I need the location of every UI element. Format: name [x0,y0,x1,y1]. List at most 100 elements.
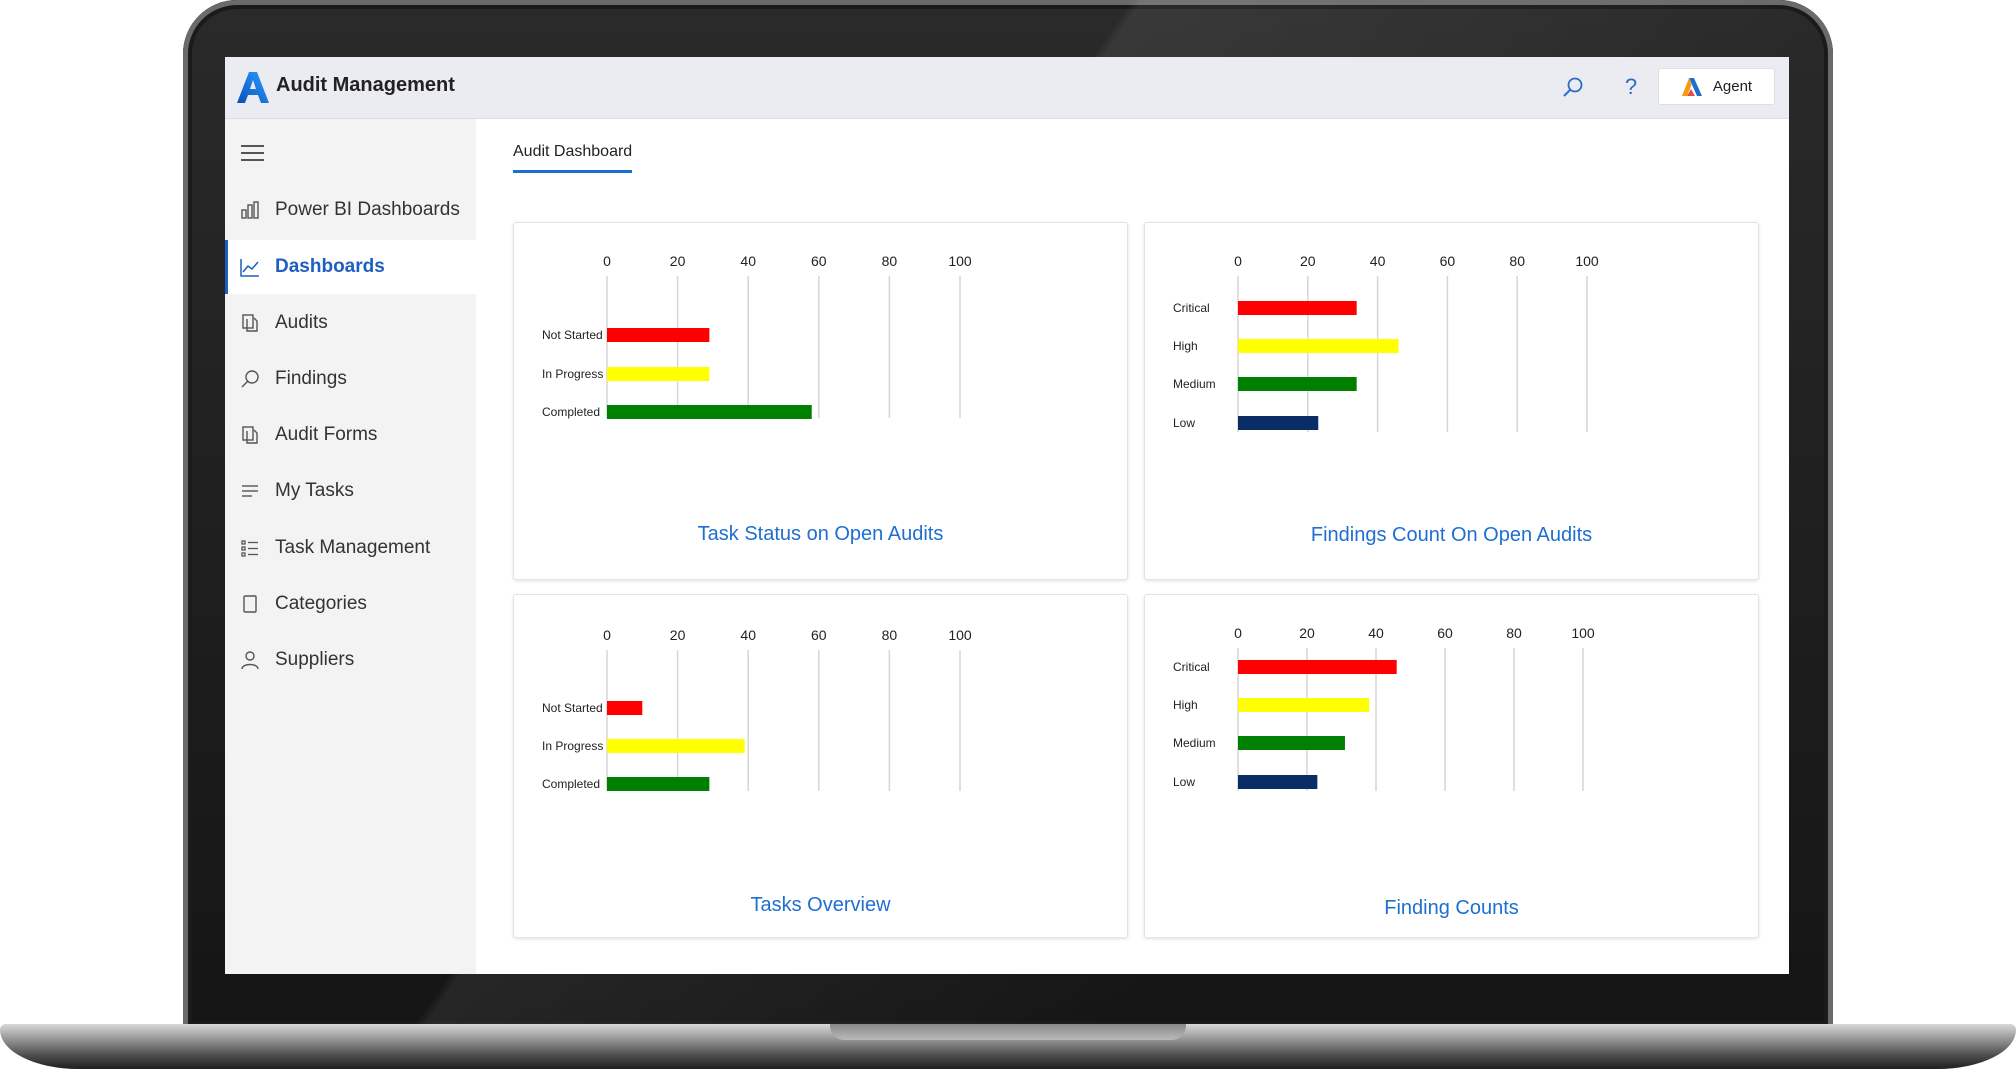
chart-title: Finding Counts [1384,897,1519,919]
sidebar-item-label: Findings [275,368,347,389]
chart-tasks-overview-svg: 0 20 40 60 80 100 Not Started In Progress Comple… [542,627,972,791]
tick-label: 100 [948,253,972,269]
bar[interactable] [607,328,710,342]
bar[interactable] [1238,377,1357,391]
category-label: Completed [542,405,600,419]
tick-label: 20 [670,253,686,269]
tick-label: 20 [670,627,686,643]
tab-audit-dashboard[interactable]: Audit Dashboard [513,143,633,173]
app-logo-icon [237,72,269,103]
sidebar-item-label: Audits [275,312,328,333]
tick-label: 60 [1437,625,1453,641]
hamburger-menu-icon[interactable] [241,145,264,161]
bar[interactable] [1238,301,1357,315]
tick-label: 80 [1509,253,1525,269]
tick-label: 60 [1440,253,1456,269]
sidebar-item-task-management[interactable]: Task Management [225,521,476,575]
bar-chart-icon [239,199,261,221]
page-icon [239,593,261,615]
agent-label: Agent [1712,78,1753,95]
sidebar-item-suppliers[interactable]: Suppliers [225,633,476,687]
tick-label: 60 [811,627,827,643]
documents-icon [239,312,261,334]
agent-logo-icon [1681,77,1702,96]
tick-label: 80 [1506,625,1522,641]
bar[interactable] [607,367,710,381]
lines-icon [239,480,261,502]
bar[interactable] [1238,416,1319,430]
category-label: Medium [1173,377,1216,391]
category-label: Completed [542,777,600,791]
chart-task-status-svg: 0 20 40 60 80 100 Not Started In Progress Comple… [542,253,972,419]
help-icon[interactable]: ? [1618,74,1644,100]
sidebar-item-dashboards[interactable]: Dashboards [225,240,476,294]
app-screen: Audit Management ? Agent Power BI Dashbo… [225,57,1789,974]
help-glyph: ? [1624,74,1638,99]
tick-label: 0 [1234,253,1242,269]
tick-label: 40 [1368,625,1384,641]
search-icon[interactable] [1560,74,1586,100]
tick-label: 40 [740,627,756,643]
chart-title: Findings Count On Open Audits [1310,524,1593,546]
bar[interactable] [607,777,710,791]
bar[interactable] [1238,660,1397,674]
sidebar-item-label: Power BI Dashboards [275,199,460,220]
sidebar-item-label: Audit Forms [275,424,378,445]
line-chart-icon [239,256,261,278]
bar[interactable] [1238,775,1318,789]
sidebar-item-findings[interactable]: Findings [225,352,476,406]
bar[interactable] [607,405,812,419]
tick-label: 100 [948,627,972,643]
person-icon [239,649,261,671]
main-content: Audit Dashboard 0 20 40 60 80 100 Not Started I… [477,119,1789,974]
chart-card-task-status: 0 20 40 60 80 100 Not Started In Progress Comple… [513,222,1128,580]
chart-card-findings-count: 0 20 40 60 80 100 Critical High Medium Low Findin… [1144,222,1759,580]
tick-label: 0 [603,627,611,643]
checklist-icon [239,537,261,559]
sidebar-item-my-tasks[interactable]: My Tasks [225,464,476,518]
documents-icon [239,424,261,446]
sidebar: Power BI Dashboards Dashboards Audits Fi… [225,119,476,974]
tick-label: 80 [882,253,898,269]
top-bar: Audit Management ? Agent [225,57,1789,119]
sidebar-item-audits[interactable]: Audits [225,296,476,350]
category-label: High [1173,339,1198,353]
category-label: High [1173,698,1198,712]
category-label: Low [1173,416,1195,430]
category-label: Not Started [542,701,603,715]
chart-card-finding-counts: 0 20 40 60 80 100 Critical High Medium Low Findin… [1144,594,1759,938]
tick-label: 100 [1575,253,1599,269]
category-label: Critical [1173,301,1210,315]
category-label: Medium [1173,736,1216,750]
category-label: In Progress [542,739,603,753]
tick-label: 20 [1300,253,1316,269]
tick-label: 20 [1299,625,1315,641]
laptop-base-notch [830,1024,1186,1040]
chart-title: Task Status on Open Audits [697,523,944,545]
bar[interactable] [1238,736,1345,750]
tick-label: 80 [882,627,898,643]
sidebar-item-label: My Tasks [275,480,354,501]
bar[interactable] [1238,339,1399,353]
category-label: In Progress [542,367,603,381]
agent-button[interactable]: Agent [1658,68,1775,105]
category-label: Not Started [542,328,603,342]
tick-label: 0 [603,253,611,269]
sidebar-item-label: Dashboards [275,256,385,277]
sidebar-item-label: Task Management [275,537,431,558]
category-label: Critical [1173,660,1210,674]
chart-findings-count-svg: 0 20 40 60 80 100 Critical High Medium Low [1173,253,1599,432]
chart-card-tasks-overview: 0 20 40 60 80 100 Not Started In Progress Comple… [513,594,1128,938]
sidebar-item-label: Categories [275,593,367,614]
bar[interactable] [607,701,643,715]
sidebar-item-categories[interactable]: Categories [225,577,476,631]
sidebar-item-audit-forms[interactable]: Audit Forms [225,408,476,462]
search-icon [239,368,261,390]
tick-label: 100 [1571,625,1595,641]
app-title: Audit Management [276,74,455,96]
tick-label: 60 [811,253,827,269]
sidebar-item-power-bi-dashboards[interactable]: Power BI Dashboards [225,183,476,237]
bar[interactable] [607,739,745,753]
sidebar-item-label: Suppliers [275,649,355,670]
bar[interactable] [1238,698,1370,712]
